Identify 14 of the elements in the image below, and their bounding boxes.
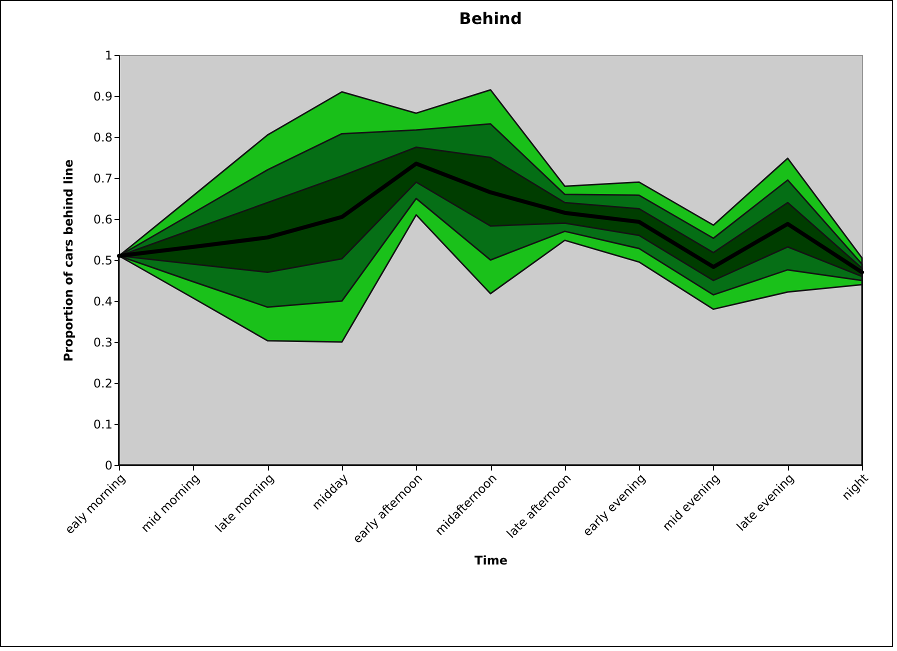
y-tick-label: 0.1 <box>93 418 112 432</box>
y-tick-label: 0 <box>104 458 112 472</box>
y-tick-label: 0.4 <box>93 294 112 308</box>
y-tick-label: 1 <box>104 48 112 62</box>
y-tick-label: 0.8 <box>93 130 112 144</box>
y-tick-label: 0.5 <box>93 254 112 268</box>
y-tick-label: 0.7 <box>93 172 112 186</box>
y-axis-title: Proportion of cars behind line <box>61 159 76 362</box>
y-tick-label: 0.6 <box>93 212 112 226</box>
y-tick-label: 0.2 <box>93 376 112 390</box>
y-tick-label: 0.3 <box>93 336 112 350</box>
chart-title: Behind <box>459 9 522 28</box>
y-tick-label: 0.9 <box>93 90 112 104</box>
x-axis-title: Time <box>474 553 508 568</box>
